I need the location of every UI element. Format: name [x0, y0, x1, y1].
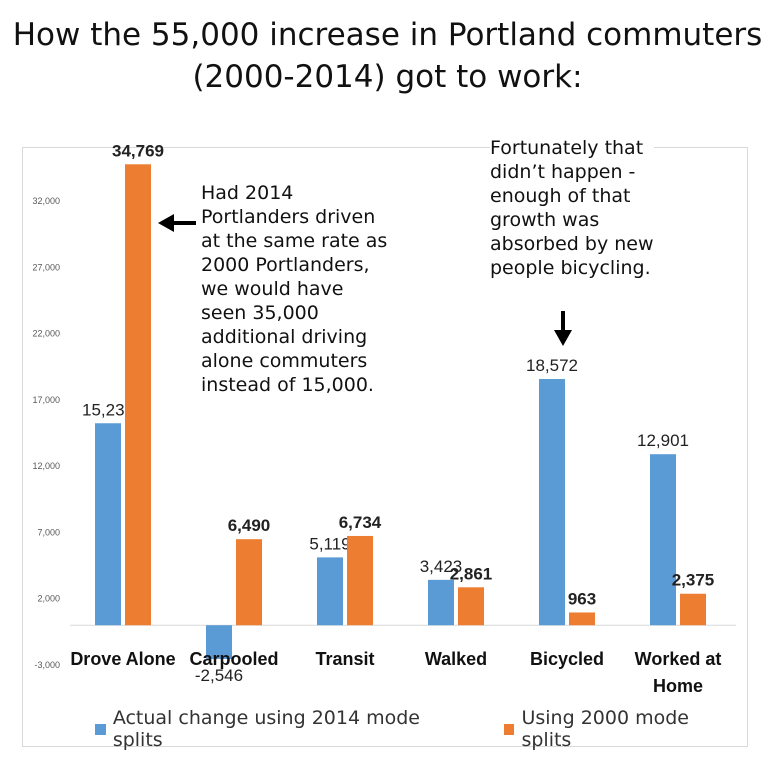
annotation-line: we would have [201, 278, 344, 300]
legend-item-actual: Actual change using 2014 mode splits [95, 707, 470, 751]
data-label: 2,375 [672, 571, 715, 590]
y-tick-label: 22,000 [32, 329, 60, 339]
annotation-bicycling: Fortunately that didn’t happen - enough … [490, 136, 654, 280]
bar-2000 [569, 612, 595, 626]
bar-actual [206, 625, 232, 659]
y-tick-label: 17,000 [32, 395, 60, 405]
legend-swatch-2000 [503, 723, 515, 735]
data-label: 963 [568, 589, 596, 608]
bar-2000 [347, 535, 373, 626]
category-label: Walked [425, 649, 487, 669]
annotation-line: instead of 15,000. [201, 374, 374, 396]
category-label: Home [653, 676, 703, 696]
annotation-line: growth was [490, 209, 600, 231]
category-label: Drove Alone [70, 649, 175, 669]
annotation-line: at the same rate as [201, 230, 388, 252]
annotation-line: Fortunately that [490, 137, 644, 159]
legend-swatch-actual [95, 723, 106, 735]
data-label: 2,861 [450, 564, 493, 583]
arrow-left-head [158, 214, 174, 232]
annotation-line: absorbed by new [490, 233, 654, 255]
bar-2000 [458, 587, 484, 626]
annotation-line: 2000 Portlanders, [201, 254, 370, 276]
bar-2000 [236, 539, 262, 626]
chart-title: How the 55,000 increase in Portland comm… [0, 14, 775, 98]
bar-actual [539, 379, 565, 626]
data-label: 12,901 [637, 431, 689, 450]
category-label: Transit [315, 649, 374, 669]
data-label: 15,235 [82, 400, 134, 419]
category-label: Worked at [635, 649, 722, 669]
title-line-2: (2000-2014) got to work: [192, 59, 583, 95]
annotation-line: seen 35,000 [201, 302, 319, 324]
data-label: 18,572 [526, 356, 578, 375]
data-label: -2,546 [195, 666, 243, 685]
annotation-line: enough of that [490, 185, 631, 207]
legend: Actual change using 2014 mode splits Usi… [95, 707, 775, 751]
annotation-line: additional driving [201, 326, 368, 348]
annotation-line: people bicycling. [490, 257, 651, 279]
title-line-1: How the 55,000 increase in Portland comm… [12, 17, 763, 53]
annotation-driving: Had 2014 Portlanders driven at the same … [201, 181, 388, 397]
data-label: 3,423 [420, 557, 463, 576]
data-label: 5,119 [309, 534, 350, 553]
y-tick-label: 7,000 [37, 527, 60, 537]
data-label: 6,490 [228, 516, 271, 535]
legend-item-2000: Using 2000 mode splits [503, 707, 741, 751]
data-label: 34,769 [112, 141, 164, 160]
annotation-line: Had 2014 [201, 182, 294, 204]
arrow-down-head [554, 330, 572, 346]
bar-actual [428, 579, 454, 626]
bar-actual [317, 557, 343, 626]
bar-2000 [680, 593, 706, 626]
annotation-line: alone commuters [201, 350, 368, 372]
annotation-line: Portlanders driven [201, 206, 376, 228]
y-tick-label: 27,000 [32, 262, 60, 272]
bar-actual [95, 423, 121, 626]
category-label: Carpooled [189, 649, 278, 669]
bar-2000 [125, 164, 151, 626]
bar-actual [650, 454, 676, 626]
annotation-line: didn’t happen - [490, 161, 636, 183]
category-label: Bicycled [530, 649, 604, 669]
y-tick-label: 12,000 [32, 461, 60, 471]
y-tick-label: -3,000 [34, 660, 60, 670]
y-tick-label: 2,000 [37, 594, 60, 604]
data-label: 6,734 [339, 513, 382, 532]
legend-label-actual: Actual change using 2014 mode splits [112, 707, 420, 751]
y-tick-label: 32,000 [32, 196, 60, 206]
legend-label-2000: Using 2000 mode splits [521, 707, 689, 751]
